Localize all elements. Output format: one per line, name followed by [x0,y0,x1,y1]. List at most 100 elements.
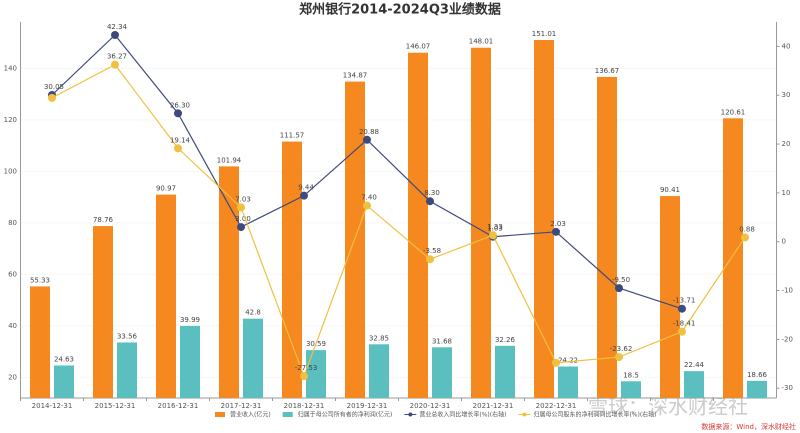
x-tick-label: 2018-12-31 [284,402,325,410]
x-tick-label: 2014-12-31 [32,402,73,410]
bar [219,166,239,398]
point [300,191,308,200]
y-tick-label: 140 [4,64,17,72]
value-label: -23.62 [610,345,633,353]
chart-title: 郑州银行2014-2024Q3业绩数据 [299,2,501,18]
x-tick-label: 2015-12-31 [95,402,136,410]
point [552,358,560,367]
point [678,327,686,336]
bar [117,342,137,398]
source: 数据来源：Wind，深水财经社 [701,422,796,431]
value-label: 32.85 [369,334,389,342]
bar [495,345,515,398]
bar [621,381,641,398]
bar [747,380,767,398]
value-label: 24.63 [54,355,74,363]
legend-label: 归属于母公司所有者的净利润(亿元) [298,411,393,419]
bar [660,196,680,398]
value-label: 134.87 [343,72,368,80]
y-tick-label: 80 [8,219,17,227]
point [552,227,560,236]
x-tick-label: 2020-12-31 [410,402,451,410]
point [300,372,308,381]
bar [723,118,743,398]
value-label: 30.05 [44,83,64,91]
x-tick-label: 2019-12-31 [347,402,388,410]
value-label: 18.66 [747,371,768,379]
point [678,304,686,313]
point [363,201,371,210]
value-label: 2.03 [550,220,566,228]
y2-tick-label: 40 [782,42,791,50]
bar [534,40,554,398]
value-label: 8.30 [424,189,440,197]
point [489,231,497,240]
value-label: 33.56 [117,332,138,340]
legend-swatch [282,412,293,417]
point [363,135,371,144]
y-tick-label: 100 [4,167,17,175]
bar [597,76,617,398]
y-tick-label: 40 [8,322,17,330]
value-label: 146.07 [406,43,431,51]
point [237,223,245,232]
bar [30,286,50,398]
point [174,144,182,153]
value-label: 42.8 [245,309,261,317]
legend-label: 归属母公司股东的净利润同比增长率(%)(右轴) [533,411,656,419]
y2-tick-label: 0 [782,238,786,246]
bar [180,325,200,398]
value-label: 42.34 [107,23,128,31]
legend-swatch [522,412,527,417]
value-label: 3.00 [235,215,251,223]
y2-tick-label: 30 [782,91,791,99]
bar [471,47,491,399]
value-label: 31.68 [432,337,452,345]
y2-tick-label: 10 [782,189,791,197]
bar [282,141,302,398]
line [51,63,746,378]
value-label: 1.33 [487,223,503,231]
value-label: 120.61 [721,108,746,116]
value-label: 19.14 [170,136,191,144]
point [237,203,245,212]
bar [558,366,578,398]
bar [156,194,176,398]
value-label: -3.58 [423,247,441,255]
value-label: -13.71 [673,297,696,305]
value-label: 136.67 [595,67,620,75]
value-label: 9.44 [298,184,314,192]
value-label: 151.01 [532,30,557,38]
value-label: 7.03 [235,195,251,203]
value-label: 7.40 [361,194,377,202]
watermark: 雪球：深水财经社 [588,395,748,419]
point [48,93,56,102]
value-label: 0.88 [739,225,755,233]
point [111,60,119,69]
value-label: 32.26 [495,336,516,344]
value-label: 90.97 [156,185,176,193]
value-label: 22.44 [684,361,705,369]
value-label: -9.50 [612,276,630,284]
y2-tick-label: 20 [782,140,791,148]
legend-label: 营业总收入同比增长率(%)(右轴) [419,411,506,419]
value-label: 111.57 [280,132,305,140]
point [615,284,623,293]
y2-tick-label: -10 [782,287,793,295]
legend-swatch [408,412,413,417]
x-tick-label: 2017-12-31 [221,402,262,410]
x-tick-label: 2021-12-31 [473,402,514,410]
point [426,197,434,206]
point [426,255,434,264]
bar [93,226,113,398]
bar [243,318,263,398]
x-tick-label: 2016-12-31 [158,402,199,410]
y2-tick-label: -30 [782,384,793,392]
bar [369,344,389,398]
y-tick-label: 120 [4,116,17,124]
x-tick-label: 2022-12-31 [536,402,577,410]
point [111,30,119,39]
point [615,353,623,362]
y-tick-label: 60 [8,270,17,278]
